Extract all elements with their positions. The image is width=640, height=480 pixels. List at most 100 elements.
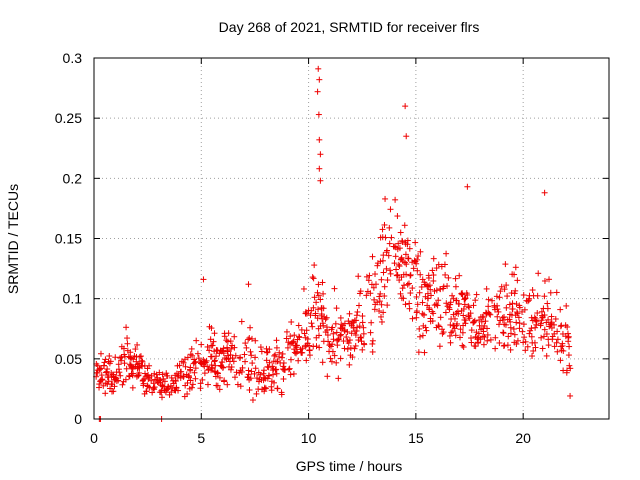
data-point xyxy=(551,343,558,350)
data-point xyxy=(288,318,295,325)
data-point xyxy=(313,299,320,306)
data-point xyxy=(369,337,376,344)
data-point xyxy=(355,302,362,309)
data-point xyxy=(287,371,294,378)
data-point xyxy=(280,360,287,367)
data-point xyxy=(248,335,255,342)
data-point xyxy=(195,355,202,362)
data-point xyxy=(430,272,437,279)
data-point xyxy=(164,372,171,379)
data-point xyxy=(384,302,391,309)
data-point xyxy=(457,326,464,333)
data-point xyxy=(496,294,503,301)
data-point xyxy=(466,315,473,322)
data-point xyxy=(392,253,399,260)
data-point xyxy=(337,314,344,321)
data-point xyxy=(452,283,459,290)
plot-frame xyxy=(93,57,610,420)
data-point xyxy=(429,317,436,324)
data-point xyxy=(252,337,259,344)
data-point xyxy=(423,327,430,334)
x-tick-labels: 0 5 10 15 20 xyxy=(90,430,531,446)
data-point xyxy=(402,103,409,110)
data-point xyxy=(295,333,302,340)
data-point xyxy=(507,346,514,353)
data-point xyxy=(211,357,218,364)
data-point xyxy=(331,285,338,292)
data-point xyxy=(492,345,499,352)
data-point xyxy=(363,292,370,299)
data-point xyxy=(492,334,499,341)
data-point xyxy=(444,283,451,290)
data-point xyxy=(402,301,409,308)
data-point xyxy=(397,290,404,297)
data-point xyxy=(554,328,561,335)
data-point xyxy=(146,362,153,369)
data-point xyxy=(312,310,319,317)
data-point xyxy=(511,290,518,297)
data-point xyxy=(327,355,334,362)
data-point xyxy=(447,321,454,328)
data-point xyxy=(273,370,280,377)
data-point xyxy=(223,337,230,344)
data-point xyxy=(371,296,378,303)
data-point xyxy=(192,375,199,382)
data-point xyxy=(330,330,337,337)
data-point xyxy=(503,304,510,311)
data-point xyxy=(493,293,500,300)
data-point xyxy=(393,266,400,273)
data-point xyxy=(116,369,123,376)
data-point xyxy=(352,332,359,339)
data-point xyxy=(353,312,360,319)
data-point xyxy=(376,293,383,300)
data-point xyxy=(500,342,507,349)
data-point xyxy=(486,310,493,317)
data-point xyxy=(102,390,109,397)
data-point xyxy=(435,322,442,329)
data-point xyxy=(264,375,271,382)
data-point xyxy=(261,384,268,391)
data-point xyxy=(409,315,416,322)
data-point xyxy=(357,288,364,295)
data-point xyxy=(245,281,252,288)
data-point xyxy=(326,342,333,349)
data-point xyxy=(515,314,522,321)
data-point xyxy=(381,221,388,228)
data-point xyxy=(278,354,285,361)
data-point xyxy=(460,312,467,319)
data-point xyxy=(139,358,146,365)
data-point xyxy=(310,275,317,282)
data-point xyxy=(526,330,533,337)
data-point xyxy=(334,342,341,349)
data-point xyxy=(504,342,511,349)
data-point xyxy=(182,363,189,370)
data-point xyxy=(535,270,542,277)
data-point xyxy=(443,300,450,307)
data-point xyxy=(248,352,255,359)
data-point xyxy=(507,318,514,325)
data-point xyxy=(188,384,195,391)
data-point xyxy=(369,348,376,355)
data-point xyxy=(248,368,255,375)
data-point xyxy=(338,331,345,338)
data-point xyxy=(354,324,361,331)
data-point xyxy=(370,284,377,291)
data-point xyxy=(247,324,254,331)
data-point xyxy=(315,292,322,299)
data-point xyxy=(294,348,301,355)
data-point xyxy=(344,346,351,353)
data-point xyxy=(284,344,291,351)
data-point xyxy=(513,341,520,348)
data-point xyxy=(310,304,317,311)
data-point xyxy=(272,351,279,358)
data-point xyxy=(407,272,414,279)
data-point xyxy=(225,330,232,337)
data-point xyxy=(435,323,442,330)
data-point xyxy=(382,195,389,202)
data-point xyxy=(352,342,359,349)
y-tick-label: 0 xyxy=(74,411,82,427)
data-point xyxy=(187,351,194,358)
data-point xyxy=(238,318,245,325)
data-point xyxy=(242,358,249,365)
